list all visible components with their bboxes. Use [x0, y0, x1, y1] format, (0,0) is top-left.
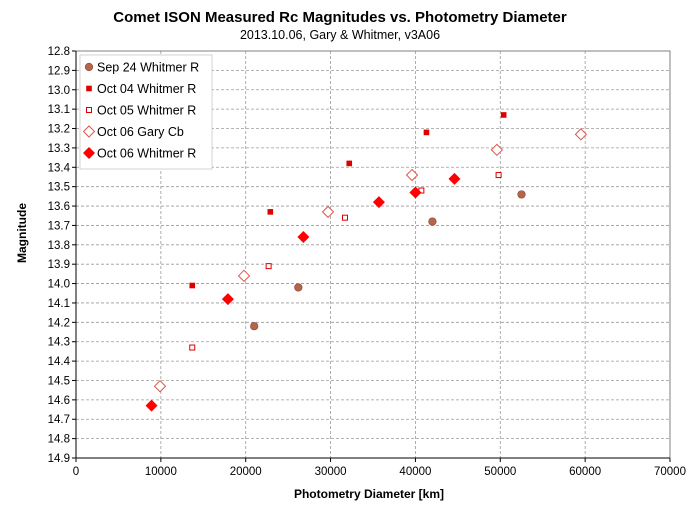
- legend-marker: [83, 147, 95, 159]
- legend-label: Oct 06 Whitmer R: [97, 147, 196, 161]
- data-point: [265, 263, 272, 270]
- x-axis-label: Photometry Diameter [km]: [294, 487, 444, 501]
- data-point: [495, 172, 502, 179]
- data-point: [490, 143, 504, 157]
- legend-marker: [86, 107, 92, 113]
- data-point: [237, 269, 251, 283]
- y-tick-label: 13.4: [48, 162, 71, 174]
- series-1: [250, 190, 526, 331]
- y-tick-label: 14.6: [48, 395, 70, 407]
- x-tick-label: 10000: [145, 466, 177, 478]
- data-point: [250, 322, 259, 331]
- legend-item: Oct 06 Whitmer R: [83, 147, 196, 161]
- data-point: [341, 214, 348, 221]
- y-axis-label: Magnitude: [15, 203, 29, 263]
- data-point: [221, 293, 234, 306]
- y-tick-label: 13.3: [48, 143, 70, 155]
- y-tick-label: 13.2: [48, 124, 70, 136]
- chart-title: Comet ISON Measured Rc Magnitudes vs. Ph…: [113, 9, 567, 26]
- data-point: [372, 196, 385, 209]
- data-point: [428, 217, 437, 226]
- x-tick-label: 40000: [399, 466, 431, 478]
- legend-item: Sep 24 Whitmer R: [84, 61, 199, 75]
- legend-marker: [86, 85, 92, 92]
- y-tick-label: 14.7: [48, 414, 70, 426]
- x-tick-label: 70000: [654, 466, 686, 478]
- legend-label: Oct 06 Gary Cb: [97, 125, 184, 139]
- y-tick-label: 14.8: [48, 434, 70, 446]
- data-point: [321, 205, 335, 219]
- y-tick-label: 13.9: [48, 259, 70, 271]
- legend-marker: [84, 62, 94, 72]
- legend-item: Oct 04 Whitmer R: [86, 82, 196, 96]
- y-tick-label: 13.7: [48, 220, 70, 232]
- data-point: [189, 282, 196, 289]
- data-point: [189, 344, 196, 351]
- data-point: [405, 168, 419, 182]
- y-tick-label: 14.0: [48, 279, 70, 291]
- y-tick-label: 14.9: [48, 453, 70, 465]
- y-tick-label: 12.9: [48, 65, 70, 77]
- data-point: [346, 160, 353, 167]
- legend-label: Sep 24 Whitmer R: [97, 61, 199, 75]
- legend-box: [79, 54, 213, 170]
- y-tick-label: 12.8: [48, 46, 70, 58]
- legend-marker: [82, 125, 96, 138]
- data-point: [145, 399, 158, 412]
- y-tick-label: 13.0: [48, 85, 70, 97]
- y-tick-label: 13.5: [48, 182, 70, 194]
- y-tick-label: 13.1: [48, 104, 70, 116]
- data-point: [153, 380, 167, 393]
- series-5: [145, 172, 461, 412]
- series-2: [189, 112, 507, 289]
- y-tick-label: 14.4: [48, 356, 71, 368]
- y-tick-label: 14.3: [48, 337, 70, 349]
- series-3: [189, 172, 502, 351]
- legend-label: Oct 04 Whitmer R: [97, 82, 196, 96]
- y-tick-label: 13.8: [48, 240, 70, 252]
- data-point: [500, 112, 507, 118]
- x-tick-label: 60000: [569, 466, 601, 478]
- data-point: [448, 172, 461, 185]
- legend-item: Oct 06 Gary Cb: [82, 125, 184, 139]
- x-tick-label: 50000: [484, 466, 516, 478]
- series-4: [153, 128, 588, 393]
- legend-item: Oct 05 Whitmer R: [86, 104, 196, 118]
- data-point: [267, 209, 274, 215]
- y-tick-label: 13.6: [48, 201, 70, 213]
- y-tick-label: 14.1: [48, 298, 70, 310]
- x-tick-label: 0: [73, 466, 79, 478]
- x-tick-label: 30000: [315, 466, 347, 478]
- data-point: [297, 231, 310, 244]
- data-point: [423, 129, 430, 136]
- chart-subtitle: 2013.10.06, Gary & Whitmer, v3A06: [240, 28, 440, 42]
- x-tick-label: 20000: [230, 466, 262, 478]
- y-tick-label: 14.2: [48, 317, 70, 329]
- legend-label: Oct 05 Whitmer R: [97, 104, 196, 118]
- data-point: [574, 128, 588, 141]
- y-tick-label: 14.5: [48, 375, 70, 387]
- data-point: [517, 190, 526, 199]
- data-point: [294, 283, 303, 292]
- data-point: [409, 186, 422, 199]
